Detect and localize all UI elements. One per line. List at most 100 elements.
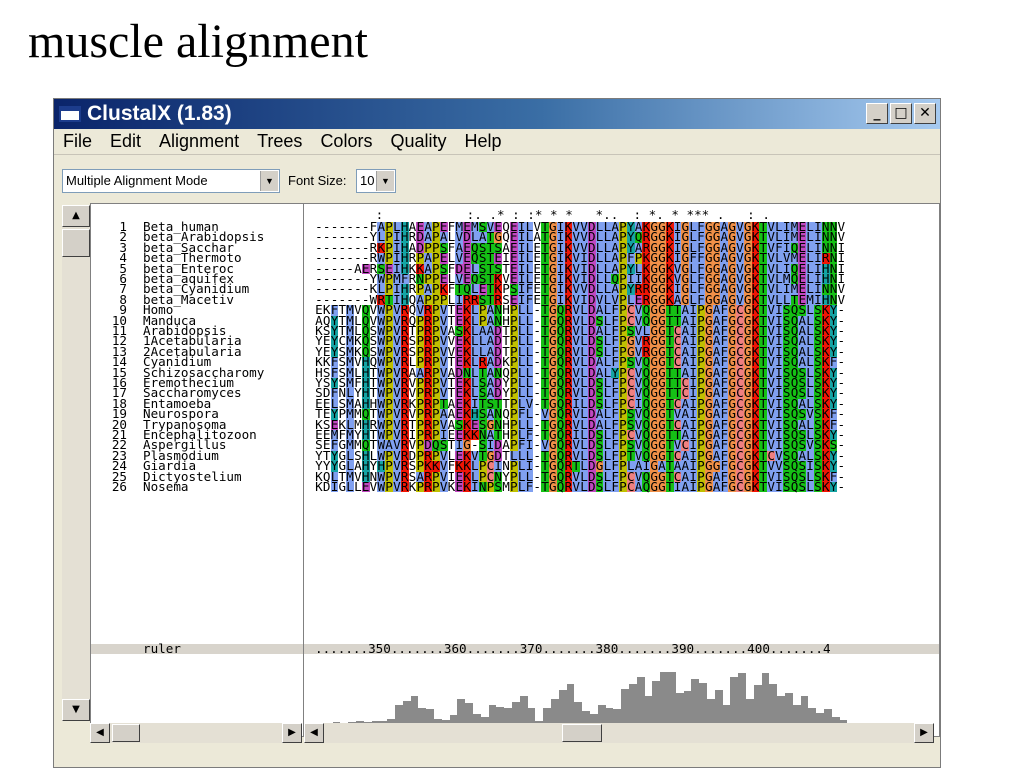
residue: E: [509, 219, 518, 234]
names-horizontal-scrollbar[interactable]: ◀ ▶: [90, 723, 302, 743]
sequence-name-row[interactable]: 6 beta_aquifex: [91, 272, 303, 285]
scroll-right-button[interactable]: ▶: [282, 723, 302, 743]
close-button[interactable]: ✕: [914, 103, 936, 124]
residue: Q: [790, 364, 799, 380]
residue: P: [619, 260, 627, 276]
sequence-name-row[interactable]: 10 Manduca: [91, 314, 303, 327]
sequence-name-row[interactable]: 18 Entamoeba: [91, 397, 303, 410]
sequence-name-row[interactable]: 5 beta_Enteroc: [91, 262, 303, 275]
residue: C: [673, 333, 682, 349]
sequence-name-row[interactable]: 11 Arabidopsis: [91, 324, 303, 337]
sequence-name-row[interactable]: 21 Encephalitozoon: [91, 428, 303, 441]
residue: -: [837, 416, 846, 432]
residue: P: [619, 364, 627, 380]
chevron-down-icon[interactable]: ▼: [260, 171, 278, 191]
maximize-button[interactable]: □: [890, 103, 912, 124]
residue: K: [751, 281, 760, 297]
residue: D: [494, 447, 503, 463]
scroll-down-button[interactable]: ▼: [62, 699, 90, 721]
residue: S: [322, 364, 331, 380]
menu-edit[interactable]: Edit: [110, 131, 142, 151]
sequence-name-row[interactable]: 16 Eremothecium: [91, 376, 303, 389]
sequence-name-row[interactable]: 24 Giardia: [91, 459, 303, 472]
residue: I: [517, 260, 526, 276]
names-scroll-thumb[interactable]: [112, 724, 140, 742]
alignment-horizontal-scrollbar[interactable]: ◀ ▶: [304, 723, 934, 743]
scroll-up-button[interactable]: ▲: [62, 205, 90, 227]
mode-select[interactable]: Multiple Alignment Mode ▼: [62, 169, 280, 193]
sequence-name-row[interactable]: 26 Nosema: [91, 480, 303, 493]
sequence-name-row[interactable]: 22 Aspergillus: [91, 438, 303, 451]
title-bar[interactable]: ClustalX (1.83) _ □ ✕: [54, 99, 940, 129]
sequence-name-row[interactable]: 4 beta_Thermoto: [91, 251, 303, 264]
vertical-scrollbar[interactable]: ▲ ▼: [62, 205, 90, 721]
scroll-left-button[interactable]: ◀: [304, 723, 324, 743]
menu-colors[interactable]: Colors: [320, 131, 373, 151]
residue: S: [798, 375, 807, 390]
sequence-name-row[interactable]: 1 Beta_human: [91, 220, 303, 233]
alignment-scroll-thumb[interactable]: [562, 724, 602, 742]
residue: T: [759, 229, 768, 245]
menu-quality[interactable]: Quality: [390, 131, 447, 151]
residue: V: [580, 281, 588, 297]
alignment-pane[interactable]: : :. .* : :* * * *.. : *. * *** . : . ..…: [303, 203, 940, 737]
sequence-name-row[interactable]: 20 Trypanosoma: [91, 418, 303, 431]
sequence-name-row[interactable]: 19 Neurospora: [91, 407, 303, 420]
sequence-name-row[interactable]: 15 Schizosaccharomy: [91, 366, 303, 379]
sequence-name-row[interactable]: 3 beta_Sacchar: [91, 241, 303, 254]
residue: R: [564, 385, 573, 401]
sequence-name-row[interactable]: 25 Dictyostelium: [91, 470, 303, 483]
menu-trees[interactable]: Trees: [257, 131, 303, 151]
sequence-name-row[interactable]: 13 2Acetabularia: [91, 345, 303, 358]
chevron-down-icon[interactable]: ▼: [376, 171, 394, 191]
residue: V: [767, 437, 776, 453]
menu-help[interactable]: Help: [464, 131, 502, 151]
font-size-select[interactable]: 10 ▼: [356, 169, 396, 193]
sequence-name-row[interactable]: 9 Homo: [91, 303, 303, 316]
residue: I: [689, 416, 698, 432]
sequence-name-row[interactable]: 14 Cyanidium: [91, 355, 303, 368]
scroll-right-button[interactable]: ▶: [914, 723, 934, 743]
residue: G: [743, 395, 752, 411]
scroll-thumb[interactable]: [62, 229, 90, 257]
menu-file[interactable]: File: [63, 131, 93, 151]
scroll-left-button[interactable]: ◀: [90, 723, 110, 743]
sequence-names-pane[interactable]: ruler 1 Beta_human 2 beta_Arabidopsis 3 beta_…: [90, 203, 304, 737]
residue: P: [431, 219, 440, 234]
sequence-name-row[interactable]: 7 beta_Cyanidium: [91, 282, 303, 295]
sequence-name-row[interactable]: 23 Plasmodium: [91, 449, 303, 462]
minimize-button[interactable]: _: [866, 103, 888, 124]
menu-alignment[interactable]: Alignment: [159, 131, 240, 151]
sequence-name-row[interactable]: 8 beta_Macetiv: [91, 293, 303, 306]
residue: -: [533, 468, 541, 484]
sequence-name-row[interactable]: 12 1Acetabularia: [91, 334, 303, 347]
sequence-name-row[interactable]: 17 Saccharomyces: [91, 386, 303, 399]
sequence-name-row[interactable]: 2 beta_Arabidopsis: [91, 230, 303, 243]
